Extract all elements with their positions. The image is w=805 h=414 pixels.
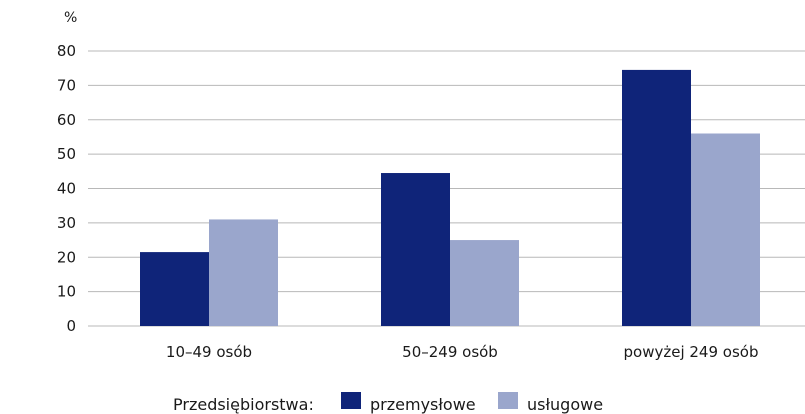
bar-uslugowe	[209, 219, 278, 326]
y-tick-label: 0	[66, 317, 76, 335]
y-axis-unit-label: %	[64, 10, 77, 26]
bar-uslugowe	[691, 133, 760, 326]
legend-title: Przedsiębiorstwa:	[173, 395, 314, 414]
x-category-label: powyżej 249 osób	[624, 343, 759, 361]
x-category-label: 10–49 osób	[166, 343, 252, 361]
legend-label-uslugowe: usługowe	[527, 395, 603, 414]
legend-swatch-przemyslowe	[341, 392, 361, 409]
y-tick-label: 20	[57, 248, 76, 266]
legend-label-przemyslowe: przemysłowe	[370, 395, 476, 414]
y-tick-label: 50	[57, 145, 76, 163]
y-tick-label: 30	[57, 214, 76, 232]
bar-uslugowe	[450, 240, 519, 326]
y-tick-label: 70	[57, 76, 76, 94]
bar-przemyslowe	[381, 173, 450, 326]
y-tick-label: 80	[57, 42, 76, 60]
bars	[140, 69, 760, 326]
legend: Przedsiębiorstwa: przemysłowe usługowe	[173, 392, 603, 414]
x-axis-labels: 10–49 osób 50–249 osób powyżej 249 osób	[166, 343, 759, 361]
y-axis-ticks: 0 10 20 30 40 50 60 70 80	[57, 42, 76, 335]
y-tick-label: 60	[57, 111, 76, 129]
bar-przemyslowe	[140, 252, 209, 326]
legend-swatch-uslugowe	[498, 392, 518, 409]
y-tick-label: 40	[57, 180, 76, 198]
x-category-label: 50–249 osób	[402, 343, 498, 361]
bar-przemyslowe	[622, 69, 691, 326]
y-tick-label: 10	[57, 283, 76, 301]
